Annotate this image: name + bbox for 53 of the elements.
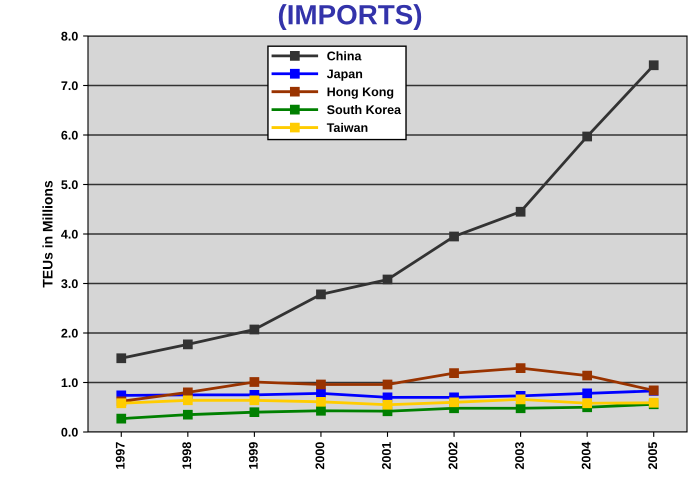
x-tick-label: 1999 <box>248 442 258 469</box>
x-tick-label: 2003 <box>515 442 524 470</box>
point <box>382 380 392 390</box>
point <box>449 368 459 378</box>
point <box>250 377 260 387</box>
x-tick-label: 1998 <box>182 442 192 469</box>
point <box>116 414 126 424</box>
legend-label: South Korea <box>327 104 402 114</box>
point <box>516 403 526 414</box>
point <box>316 380 326 390</box>
x-tick-label: 2005 <box>648 442 658 470</box>
y-tick-label: 6.0 <box>61 130 78 140</box>
point <box>516 206 526 217</box>
y-tick-label: 7.0 <box>61 81 78 90</box>
y-axis-title: TEUs in Millions <box>42 180 53 288</box>
y-tick-label: 0.0 <box>61 428 78 437</box>
x-tick-label: 2004 <box>582 442 591 470</box>
legend-label: Japan <box>326 70 362 81</box>
legend-label: Taiwan <box>326 122 368 132</box>
point <box>382 400 392 410</box>
point <box>582 388 592 398</box>
point <box>516 394 526 404</box>
point <box>582 132 592 142</box>
x-tick-label: 1997 <box>116 442 125 469</box>
x-tick-label: 2001 <box>382 442 391 470</box>
point <box>648 60 659 70</box>
x-tick-label: 2002 <box>448 442 458 470</box>
point <box>582 398 592 408</box>
point <box>250 324 260 334</box>
y-tick-label: 8.0 <box>61 32 78 41</box>
y-tick-label: 2.0 <box>61 328 78 338</box>
legend-label: China <box>327 51 362 60</box>
point <box>382 274 392 284</box>
y-tick-label: 3.0 <box>61 279 78 288</box>
point <box>182 395 193 406</box>
legend-label: Hong Kong <box>328 87 394 99</box>
point <box>582 370 592 380</box>
point <box>116 353 126 364</box>
y-tick-label: 5.0 <box>61 180 78 190</box>
point <box>316 406 326 416</box>
x-tick-label: 2000 <box>315 442 324 470</box>
point <box>449 232 459 242</box>
point <box>182 410 193 420</box>
point <box>250 395 260 406</box>
y-tick-label: 4.0 <box>61 230 78 239</box>
point <box>316 290 326 300</box>
point <box>250 407 260 418</box>
chart-title: (IMPORTS) <box>278 4 422 30</box>
point <box>316 396 326 407</box>
point <box>182 340 193 350</box>
point <box>516 363 526 374</box>
y-tick-label: 1.0 <box>62 378 78 388</box>
point <box>449 397 459 408</box>
